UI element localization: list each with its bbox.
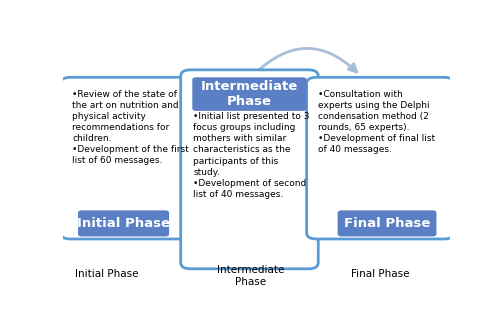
FancyBboxPatch shape [306,77,454,239]
FancyBboxPatch shape [192,77,306,111]
FancyBboxPatch shape [78,210,169,236]
FancyBboxPatch shape [338,210,436,236]
Text: Initial Phase: Initial Phase [76,269,139,279]
Text: •Initial list presented to 3
focus groups including
mothers with similar
charact: •Initial list presented to 3 focus group… [194,112,310,199]
Text: •Review of the state of
the art on nutrition and
physical activity
recommendatio: •Review of the state of the art on nutri… [72,90,189,165]
FancyBboxPatch shape [60,77,194,239]
Text: Final Phase: Final Phase [351,269,410,279]
Text: Intermediate
Phase: Intermediate Phase [217,266,284,287]
FancyBboxPatch shape [180,70,318,269]
Text: Initial Phase: Initial Phase [77,217,170,230]
Text: •Consultation with
experts using the Delphi
condensation method (2
rounds, 65 ex: •Consultation with experts using the Del… [318,90,436,154]
Text: Intermediate
Phase: Intermediate Phase [201,80,298,108]
Text: Final Phase: Final Phase [344,217,430,230]
